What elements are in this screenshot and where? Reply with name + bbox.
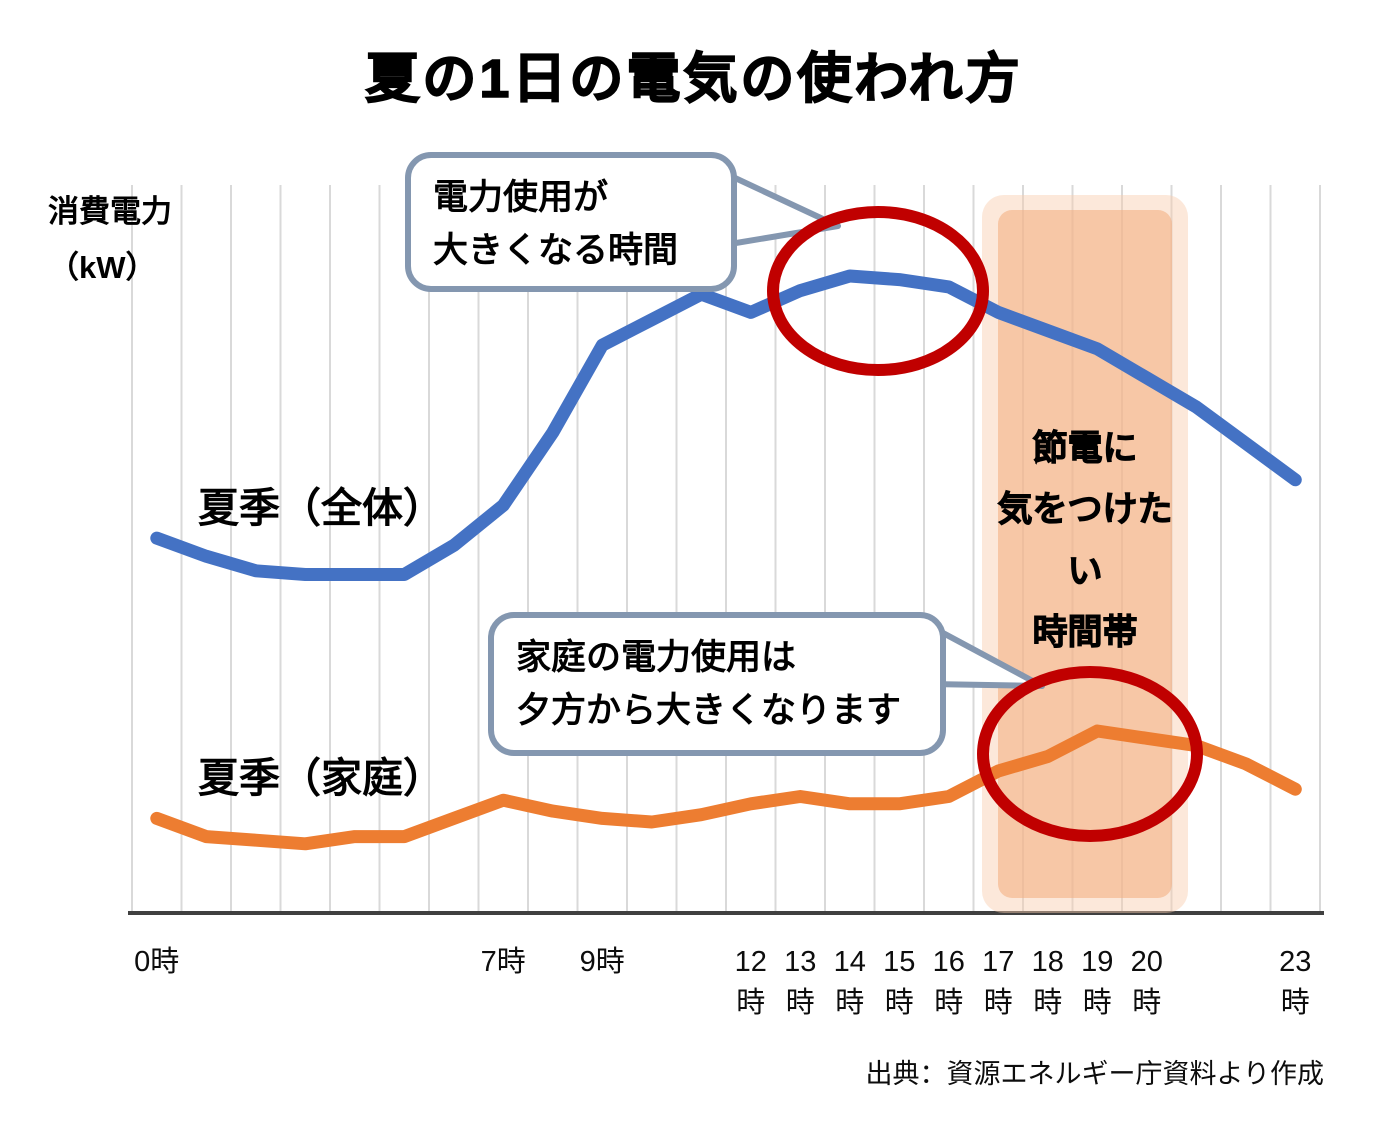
red-circle-evening — [977, 666, 1203, 842]
callout-evening-line1: 家庭の電力使用は — [516, 638, 797, 677]
y-axis-label-line2: （kW） — [48, 249, 157, 285]
y-axis-label-line1: 消費電力 — [48, 194, 172, 229]
series-line-summer-home — [150, 724, 1302, 851]
series-line-summer-total — [150, 269, 1302, 581]
callout-evening-line2: 夕方から大きくなります — [516, 690, 902, 730]
saving-band-label-line2: 気をつけたい — [997, 490, 1173, 591]
highlight-band-inner — [998, 210, 1172, 898]
saving-band-label-line3: 時間帯 — [1032, 612, 1138, 652]
y-axis-label: 消費電力 （kW） — [48, 184, 172, 296]
page-title: 夏の1日の電気の使われ方 — [365, 48, 1023, 110]
callout-peak-line2: 大きくなる時間 — [433, 230, 679, 270]
series-label-total: 夏季（全体） — [198, 485, 444, 531]
saving-band-label: 節電に 気をつけたい 時間帯 — [982, 418, 1188, 663]
source-note: 出典：資源エネルギー庁資料より作成 — [865, 1059, 1324, 1089]
saving-band-label-line1: 節電に — [1032, 428, 1138, 468]
callout-peak-usage: 電力使用が 大きくなる時間 — [405, 152, 737, 292]
callout-peak-line1: 電力使用が — [433, 178, 609, 217]
callout-evening-usage: 家庭の電力使用は 夕方から大きくなります — [488, 612, 946, 756]
series-label-home: 夏季（家庭） — [198, 755, 444, 801]
red-circle-peak — [767, 206, 989, 376]
